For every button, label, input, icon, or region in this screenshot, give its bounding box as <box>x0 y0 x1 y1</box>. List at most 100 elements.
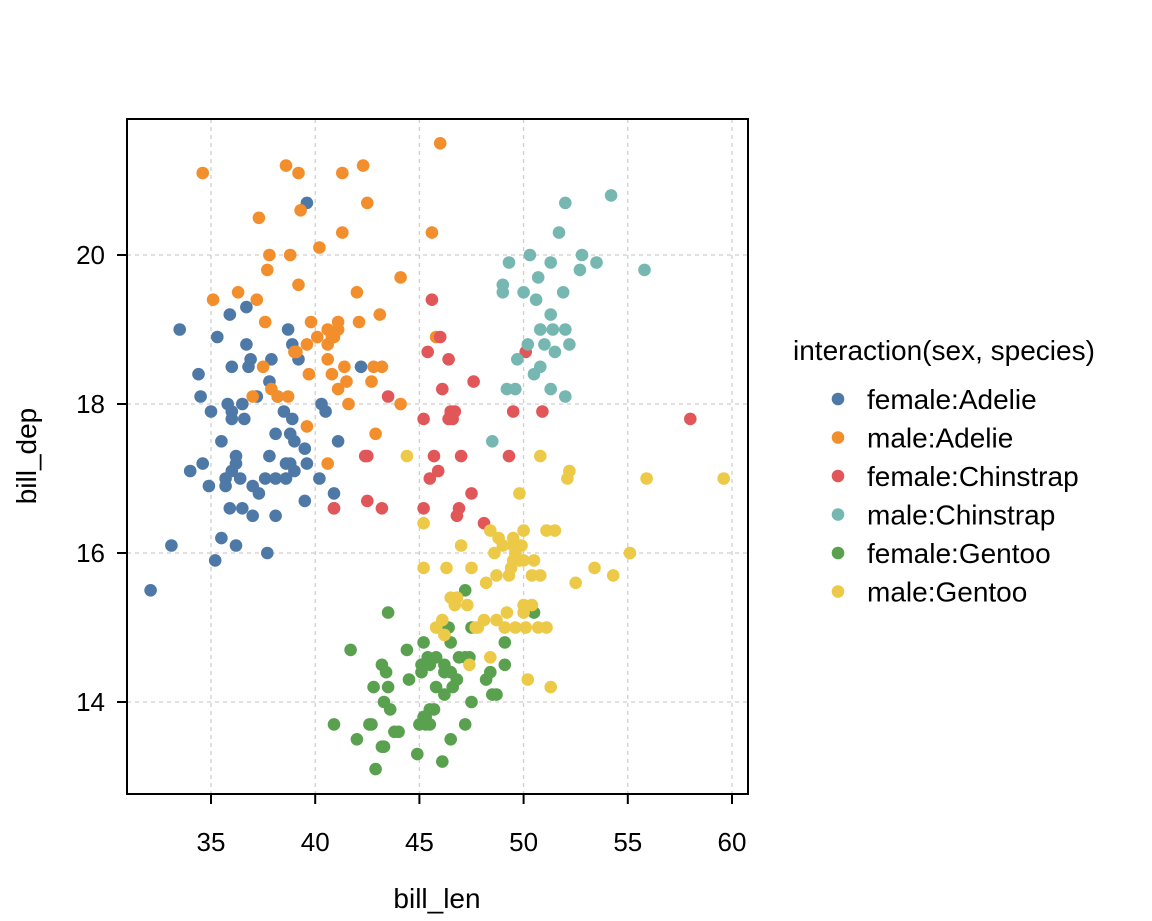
data-point <box>684 412 697 426</box>
data-point <box>283 248 297 262</box>
x-tick-label: 40 <box>301 827 330 857</box>
data-point <box>383 703 397 716</box>
data-point <box>292 166 305 180</box>
data-point <box>461 598 474 612</box>
x-tick-label: 60 <box>718 827 747 857</box>
data-point <box>534 449 547 463</box>
data-point <box>540 621 553 634</box>
data-point <box>321 353 335 366</box>
data-point <box>638 263 651 277</box>
legend: interaction(sex, species) female:Adelie m… <box>793 335 1095 608</box>
data-point <box>604 189 618 202</box>
data-point <box>452 502 466 515</box>
data-point <box>258 315 272 329</box>
data-point <box>196 166 209 180</box>
data-point <box>484 651 497 664</box>
data-point <box>454 539 468 552</box>
data-point <box>236 502 249 515</box>
data-point <box>342 397 355 411</box>
data-point <box>440 561 453 575</box>
data-point <box>350 733 364 746</box>
data-point <box>381 680 395 694</box>
data-point <box>588 561 601 575</box>
data-point <box>379 665 393 679</box>
data-point <box>279 472 293 485</box>
grid <box>127 119 748 794</box>
data-point <box>331 435 345 448</box>
data-point <box>546 323 560 336</box>
data-point <box>423 718 437 731</box>
data-point <box>336 166 349 180</box>
data-point <box>425 293 439 307</box>
data-point <box>500 606 514 619</box>
data-point <box>417 636 430 649</box>
data-point <box>258 472 272 485</box>
data-point <box>521 338 535 351</box>
data-point <box>352 315 366 329</box>
data-point <box>534 569 547 582</box>
data-point <box>361 494 374 508</box>
data-point <box>311 330 324 344</box>
data-point <box>183 464 197 478</box>
data-point <box>498 621 512 634</box>
data-point <box>448 405 462 418</box>
data-point <box>336 226 349 239</box>
data-point <box>321 457 335 470</box>
data-point <box>402 673 416 686</box>
data-point <box>300 420 314 433</box>
data-point <box>233 472 247 485</box>
data-point <box>288 464 301 478</box>
data-point <box>381 606 395 619</box>
data-point <box>240 300 253 314</box>
data-point <box>202 479 216 493</box>
data-point <box>208 554 222 567</box>
data-point <box>281 390 295 403</box>
data-point <box>544 256 557 269</box>
data-point <box>325 367 339 381</box>
legend-swatch <box>831 431 845 444</box>
data-point <box>517 286 530 299</box>
data-point <box>369 762 382 776</box>
data-point <box>427 703 441 716</box>
data-point <box>192 367 205 381</box>
data-point <box>292 278 305 292</box>
data-point <box>417 516 430 530</box>
data-point <box>502 449 516 463</box>
data-point <box>548 524 562 537</box>
plot-frame <box>126 118 749 795</box>
x-axis: 35 40 45 50 55 60 <box>197 794 747 857</box>
data-point <box>400 449 414 463</box>
data-point <box>240 338 253 351</box>
data-point <box>563 338 576 351</box>
data-point <box>261 546 274 560</box>
data-point <box>304 315 318 329</box>
data-point <box>294 204 307 217</box>
data-point <box>515 539 528 552</box>
data-point <box>559 196 572 210</box>
data-point <box>252 487 266 500</box>
data-point <box>327 718 341 731</box>
data-point <box>246 509 259 523</box>
data-point <box>477 613 491 627</box>
y-axis-title: bill_dep <box>11 408 42 505</box>
data-point <box>277 405 291 418</box>
x-tick-label: 55 <box>613 827 642 857</box>
data-point <box>484 665 497 679</box>
data-point <box>436 613 449 627</box>
data-point <box>506 405 520 418</box>
data-point <box>313 472 326 485</box>
data-point <box>252 211 266 225</box>
data-point <box>433 330 447 344</box>
data-point <box>417 412 430 426</box>
data-point <box>340 375 353 388</box>
data-point <box>436 755 449 768</box>
data-point <box>417 561 430 575</box>
data-point <box>338 360 351 374</box>
data-point <box>606 569 620 582</box>
data-point <box>498 658 512 672</box>
data-point <box>215 435 228 448</box>
series-female-chinstrap <box>327 293 697 530</box>
data-point <box>536 405 549 418</box>
data-point <box>344 643 357 657</box>
